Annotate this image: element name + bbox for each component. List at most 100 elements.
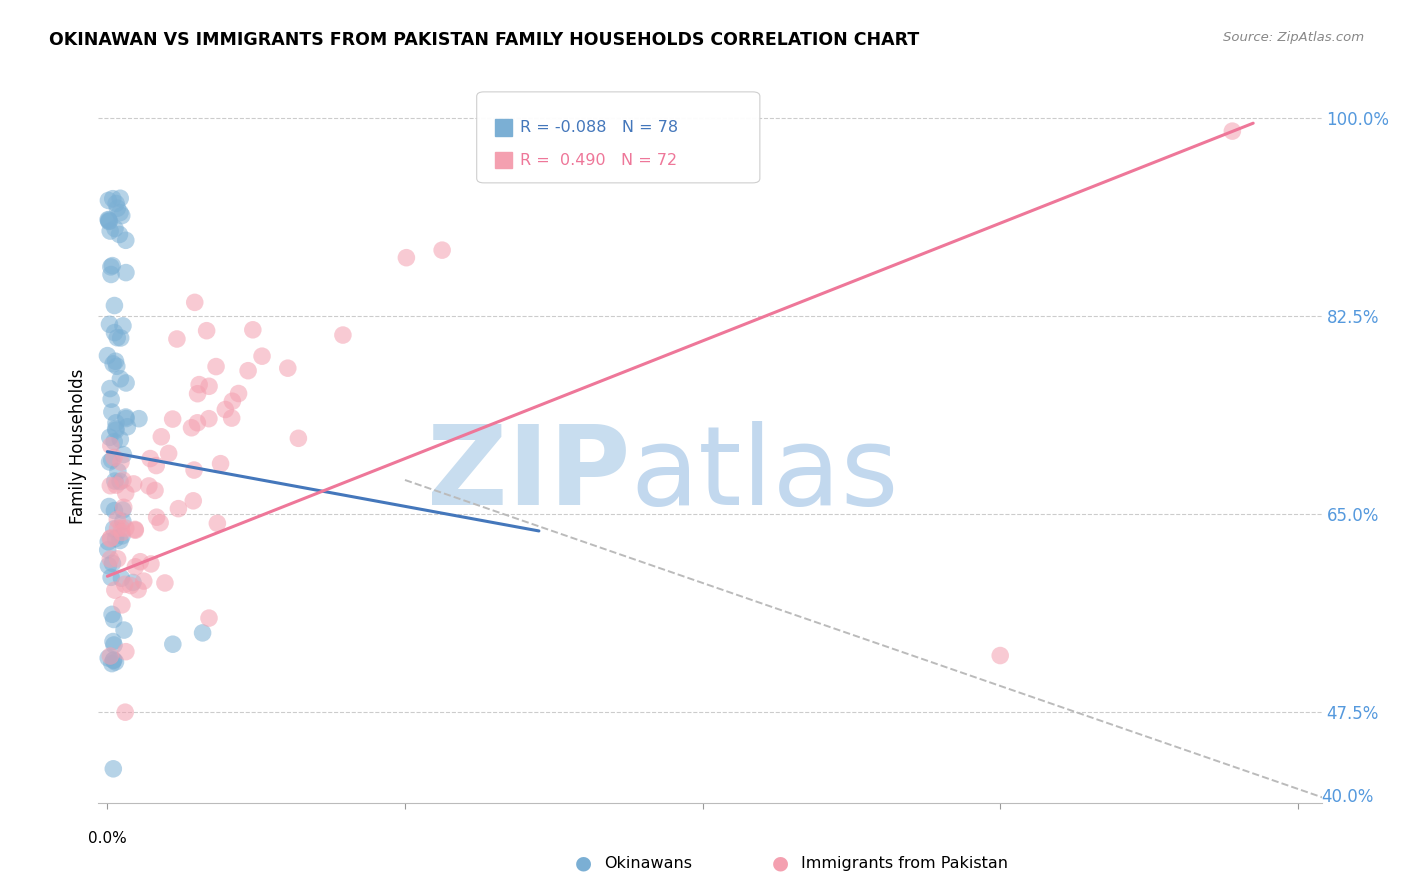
Point (107, 521, 129, 535)
Point (430, 243, 453, 257)
Point (98, 318, 121, 332)
Point (103, 522, 125, 536)
Point (103, 299, 125, 313)
Point (187, 386, 209, 401)
Point (122, 477, 145, 491)
Point (114, 233, 136, 247)
Point (129, 555, 152, 569)
Point (115, 411, 138, 425)
Point (108, 475, 131, 489)
Point (98, 478, 121, 492)
Point (103, 503, 125, 517)
Point (138, 479, 160, 493)
Point (153, 576, 176, 591)
Point (98, 382, 121, 396)
Point (104, 583, 127, 598)
Point (127, 582, 149, 597)
Point (209, 457, 232, 471)
Point (105, 331, 128, 345)
Point (250, 349, 273, 363)
Text: Okinawans: Okinawans (605, 856, 693, 871)
Point (101, 607, 124, 622)
Point (104, 354, 127, 368)
Point (96, 349, 118, 363)
Text: R =  0.490   N = 72: R = 0.490 N = 72 (520, 153, 678, 168)
Point (186, 416, 208, 430)
Point (149, 516, 172, 530)
Point (111, 529, 134, 543)
Point (132, 574, 155, 588)
Point (139, 451, 162, 466)
Point (198, 611, 221, 625)
Point (108, 533, 131, 548)
Point (105, 196, 128, 211)
Point (111, 525, 134, 540)
Point (115, 645, 138, 659)
Point (395, 251, 418, 265)
Point (97, 542, 120, 557)
Text: 40.0%: 40.0% (1322, 789, 1374, 806)
Point (97, 651, 120, 665)
Point (188, 377, 211, 392)
Point (221, 394, 243, 409)
Point (100, 531, 122, 545)
Point (108, 205, 131, 219)
Point (145, 458, 167, 473)
Point (104, 422, 127, 436)
Point (101, 259, 124, 273)
Point (105, 478, 128, 492)
Point (110, 521, 132, 535)
Point (143, 483, 166, 498)
Point (104, 655, 127, 669)
Point (97, 212, 120, 227)
Point (242, 323, 264, 337)
Point (97, 214, 120, 228)
Point (100, 260, 122, 274)
Point (101, 557, 124, 571)
Point (101, 357, 124, 371)
Point (228, 386, 250, 401)
Point (104, 532, 127, 546)
Point (162, 412, 184, 426)
Point (111, 515, 134, 529)
Point (107, 552, 129, 566)
Point (104, 474, 127, 488)
Point (98, 552, 121, 566)
Point (236, 364, 259, 378)
Point (101, 192, 124, 206)
Point (111, 473, 134, 487)
Point (110, 571, 132, 585)
Point (108, 191, 131, 205)
Point (103, 326, 125, 340)
Text: atlas: atlas (630, 421, 898, 528)
Point (277, 361, 299, 376)
Y-axis label: Family Households: Family Households (69, 368, 87, 524)
Point (110, 433, 132, 447)
Point (105, 201, 128, 215)
Point (181, 493, 204, 508)
Text: Immigrants from Pakistan: Immigrants from Pakistan (801, 856, 1008, 871)
Point (221, 411, 243, 425)
Point (97, 213, 120, 227)
Point (104, 221, 127, 235)
Point (103, 612, 125, 626)
Point (110, 372, 132, 386)
Point (124, 523, 146, 537)
Text: 0.0%: 0.0% (89, 831, 127, 847)
Point (287, 431, 309, 445)
Point (100, 570, 122, 584)
Point (101, 657, 124, 671)
Point (105, 359, 128, 374)
Point (332, 328, 354, 343)
Point (103, 762, 125, 776)
Point (100, 439, 122, 453)
Point (145, 510, 167, 524)
Point (101, 634, 124, 648)
Point (98, 224, 121, 238)
Point (114, 577, 136, 591)
Point (114, 410, 136, 425)
Point (124, 522, 146, 536)
Point (112, 500, 135, 515)
Point (111, 598, 134, 612)
Point (112, 623, 135, 637)
